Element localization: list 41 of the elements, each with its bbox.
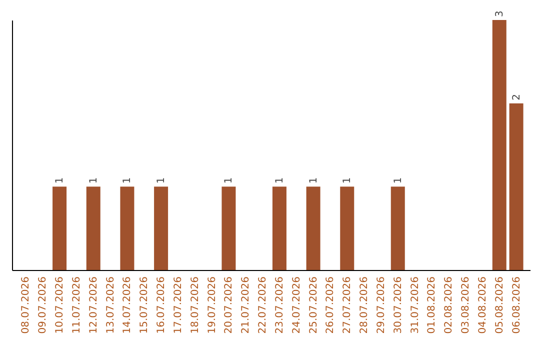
- x-tick-label: 09.07.2026: [38, 276, 49, 334]
- x-tick-label: 02.08.2026: [444, 276, 455, 334]
- x-tick-label: 14.07.2026: [122, 276, 134, 334]
- data-label: 1: [308, 177, 320, 184]
- x-tick-label: 22.07.2026: [258, 276, 269, 334]
- x-tick-label: 06.08.2026: [511, 276, 522, 334]
- x-tick-label: 28.07.2026: [359, 276, 370, 334]
- x-tick-label: 30.07.2026: [392, 276, 404, 334]
- x-tick-label: 24.07.2026: [291, 276, 302, 334]
- x-tick-label: 20.07.2026: [224, 276, 235, 334]
- x-tick-label: 01.08.2026: [426, 276, 438, 334]
- x-tick-label: 13.07.2026: [105, 276, 116, 334]
- x-tick-label: 17.07.2026: [172, 276, 184, 334]
- data-label: 1: [54, 177, 66, 184]
- data-label: 1: [274, 177, 286, 184]
- data-label: 1: [342, 177, 354, 184]
- x-tick-label: 25.07.2026: [308, 276, 320, 334]
- data-label: 1: [88, 177, 100, 184]
- x-tick-label: 16.07.2026: [156, 276, 168, 334]
- x-tick-label: 23.07.2026: [274, 276, 286, 334]
- x-tick-label: 05.08.2026: [494, 276, 506, 334]
- x-tick-label: 10.07.2026: [54, 276, 66, 334]
- data-label: 1: [156, 177, 168, 184]
- data-label: 1: [224, 177, 235, 184]
- x-tick-label: 31.07.2026: [410, 276, 421, 334]
- x-tick-label: 27.07.2026: [342, 276, 354, 334]
- data-label: 3: [494, 10, 506, 17]
- data-label: 1: [122, 177, 134, 184]
- x-tick-label: 04.08.2026: [477, 276, 488, 334]
- x-tick-label: 19.07.2026: [206, 276, 218, 334]
- data-label: 1: [392, 177, 404, 184]
- x-tick-label: 21.07.2026: [240, 276, 252, 334]
- x-tick-label: 15.07.2026: [139, 276, 150, 334]
- x-tick-label: 12.07.2026: [88, 276, 100, 334]
- x-tick-label: 11.07.2026: [71, 276, 82, 334]
- x-tick-label: 18.07.2026: [190, 276, 201, 334]
- x-tick-label: 03.08.2026: [460, 276, 472, 334]
- data-label: 2: [511, 94, 522, 100]
- x-tick-label: 26.07.2026: [325, 276, 336, 334]
- x-tick-label: 08.07.2026: [20, 276, 32, 334]
- x-tick-label: 29.07.2026: [376, 276, 387, 334]
